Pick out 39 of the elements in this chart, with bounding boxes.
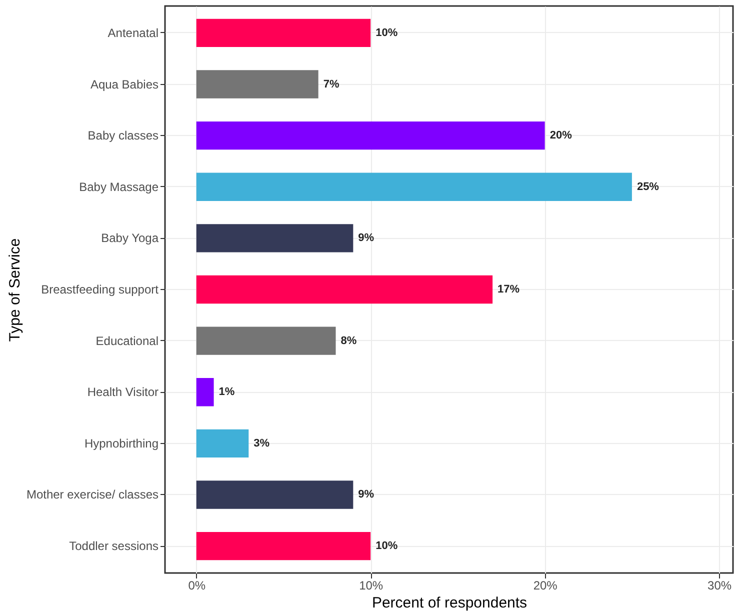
y-tick-label: Hypnobirthing (84, 436, 158, 450)
bar (196, 429, 249, 458)
bar (196, 224, 354, 252)
y-axis-title: Type of Service (6, 238, 24, 342)
y-tick-label: Health Visitor (87, 385, 158, 400)
x-tick-label: 10% (359, 578, 384, 592)
data-label: 9% (358, 232, 374, 244)
y-tick-label: Breastfeeding support (41, 282, 160, 296)
bar (196, 275, 493, 304)
data-label: 7% (323, 78, 340, 90)
x-tick-label: 0% (188, 578, 206, 592)
data-label: 3% (254, 437, 270, 450)
y-tick-label: Antenatal (108, 26, 158, 40)
data-label: 1% (218, 386, 235, 398)
bar (196, 532, 371, 560)
bar (196, 378, 214, 406)
data-label: 10% (376, 26, 398, 39)
x-tick-label: 20% (533, 578, 558, 592)
bar (196, 172, 632, 201)
y-tick-label: Baby classes (88, 128, 158, 143)
bar (196, 326, 336, 355)
y-tick-label: Aqua Babies (90, 77, 158, 92)
bar (196, 121, 545, 150)
data-label: 17% (498, 284, 520, 296)
y-tick-label: Educational (96, 334, 158, 348)
data-label: 8% (340, 334, 357, 347)
bar (196, 70, 318, 98)
x-axis-title: Percent of respondents (372, 594, 528, 612)
data-label: 10% (376, 540, 398, 552)
y-tick-label: Mother exercise/ classes (26, 488, 158, 502)
data-label: 9% (358, 488, 374, 501)
data-label: 20% (550, 130, 572, 142)
data-label: 25% (636, 180, 660, 193)
bar (196, 18, 371, 48)
y-tick-label: Toddler sessions (69, 539, 158, 554)
y-tick-label: Baby Yoga (101, 231, 159, 246)
bar (196, 480, 354, 509)
x-tick-label: 30% (708, 578, 732, 592)
y-tick-label: Baby Massage (79, 180, 159, 194)
